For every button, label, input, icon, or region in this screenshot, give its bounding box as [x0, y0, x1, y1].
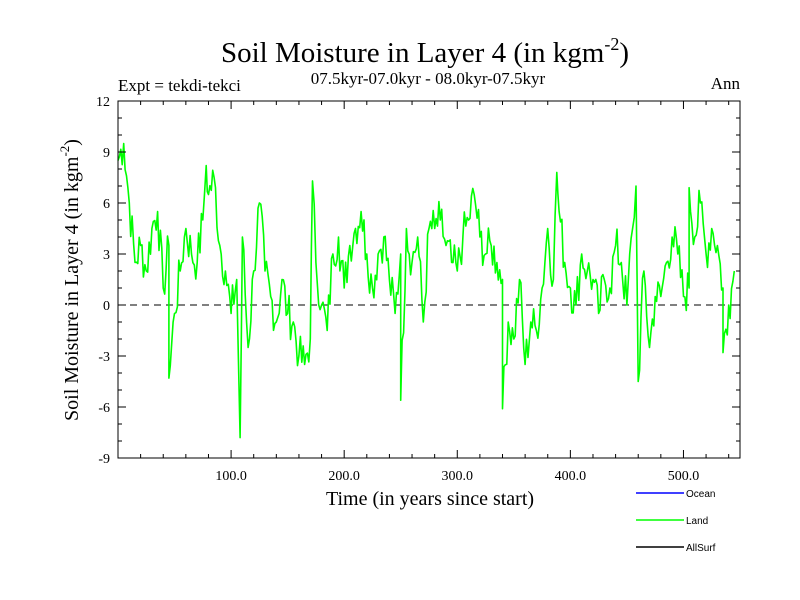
y-tick-label: -3 [98, 350, 110, 365]
y-axis-label-close: ) [61, 139, 83, 146]
x-axis-label: Time (in years since start) [326, 488, 534, 510]
x-tick-label: 500.0 [668, 469, 700, 484]
y-tick-label: 9 [103, 146, 110, 161]
axes: -9 -6 -3 0 3 6 9 12 100.0 200.0 300.0 400.0 500.0 [96, 95, 741, 484]
x-tick-label: 400.0 [555, 469, 587, 484]
y-tick-label: 12 [96, 95, 110, 110]
x-tick-label: 200.0 [328, 469, 360, 484]
legend: Ocean Land AllSurf [636, 489, 716, 554]
chart-title-main: Soil Moisture in Layer 4 (in kgm [221, 37, 605, 69]
y-axis-label-main: Soil Moisture in Layer 4 (in kgm [61, 156, 83, 421]
y-tick-label: -9 [98, 452, 110, 467]
plot-area [117, 142, 740, 439]
y-tick-label: 3 [103, 248, 110, 263]
y-axis-label: Soil Moisture in Layer 4 (in kgm-2) [57, 139, 83, 421]
x-tick-label: 300.0 [442, 469, 474, 484]
expt-label: Expt = tekdi-tekci [118, 76, 241, 95]
legend-label-ocean: Ocean [686, 489, 715, 500]
chart-title: Soil Moisture in Layer 4 (in kgm-2) [221, 34, 629, 69]
plot-frame [117, 100, 741, 459]
season-label: Ann [711, 74, 741, 93]
y-tick-label: -6 [98, 401, 110, 416]
series-line-land [117, 142, 736, 439]
y-axis-label-sup: -2 [57, 146, 72, 157]
y-tick-label: 6 [103, 197, 110, 212]
legend-label-land: Land [686, 516, 708, 527]
x-tick-label: 100.0 [215, 469, 247, 484]
chart-title-sup: -2 [604, 34, 619, 54]
y-tick-label: 0 [103, 299, 110, 314]
chart-title-close: ) [619, 37, 629, 69]
legend-label-allsurf: AllSurf [686, 543, 716, 554]
chart-subtitle: 07.5kyr-07.0kyr - 08.0kyr-07.5kyr [311, 69, 546, 88]
